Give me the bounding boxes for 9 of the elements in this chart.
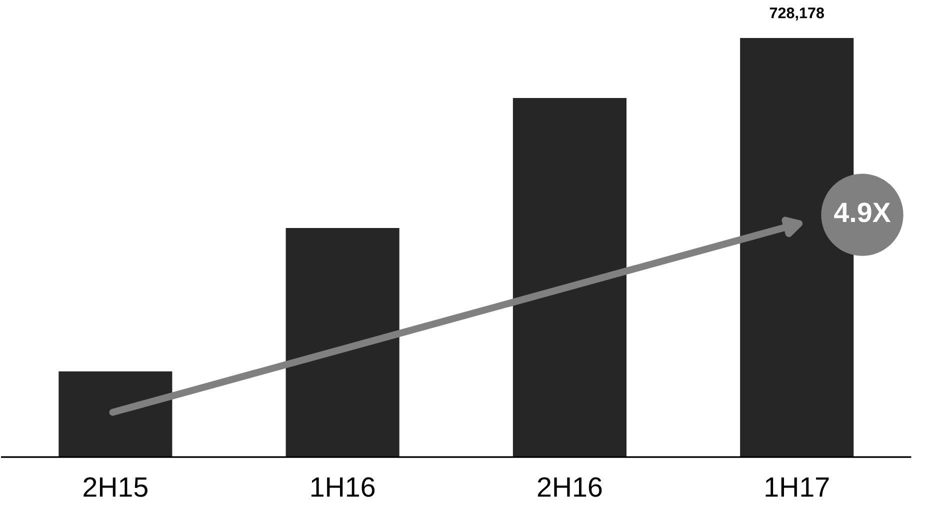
bar bbox=[512, 98, 626, 458]
x-tick-label: 2H15 bbox=[84, 477, 148, 497]
x-tick-label: 1H16 bbox=[311, 477, 375, 497]
x-tick-label: 2H16 bbox=[538, 477, 602, 497]
annotation: 4.9X bbox=[834, 202, 891, 222]
x-tick-label: 1H17 bbox=[766, 478, 829, 497]
data-label: 728,178 bbox=[770, 8, 824, 21]
bar bbox=[286, 228, 400, 458]
bar bbox=[58, 371, 172, 458]
